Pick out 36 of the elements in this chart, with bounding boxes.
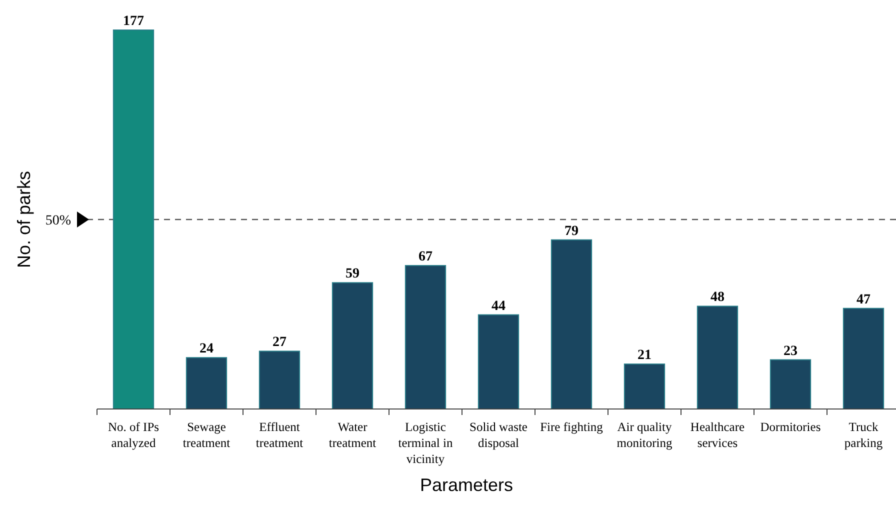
data-label: 67 — [418, 250, 432, 265]
data-label: 79 — [564, 224, 578, 239]
x-axis-title: Parameters — [420, 475, 514, 495]
data-label: 27 — [272, 335, 286, 350]
x-tick-label: Effluent treatment — [256, 420, 304, 450]
bar — [186, 357, 228, 410]
x-tick-label: Fire fighting — [540, 420, 604, 434]
bar — [258, 350, 300, 410]
bar — [404, 265, 446, 410]
data-label: 177 — [123, 14, 144, 29]
bar — [696, 306, 738, 410]
data-label: 48 — [710, 290, 724, 306]
bar — [478, 314, 520, 410]
x-tick-label: Sewage treatment — [182, 420, 231, 450]
data-label: 23 — [784, 344, 798, 359]
bar — [550, 239, 592, 410]
y-axis-title: No. of parks — [14, 170, 34, 268]
bar — [332, 282, 374, 410]
bar — [624, 364, 666, 410]
bar — [112, 30, 154, 410]
x-tick-label: Healthcare services — [690, 420, 746, 450]
data-label: 47 — [856, 292, 870, 308]
x-tick-label: Dormitories — [760, 420, 821, 434]
text: 50% — [45, 214, 72, 228]
data-label: 21 — [638, 348, 652, 364]
bar — [770, 359, 812, 410]
bar — [842, 308, 884, 410]
x-tick-label: Truck parking — [844, 420, 884, 450]
data-label: 24 — [200, 342, 214, 357]
x-tick-label: No. of IPs analyzed — [108, 420, 160, 450]
data-label: 44 — [492, 298, 506, 314]
data-label: 59 — [346, 266, 360, 282]
x-tick-label: Air quality monitoring — [616, 420, 674, 450]
x-tick-label: Logistic terminal in vicinity — [398, 420, 454, 466]
x-tick-label: Solid waste disposal — [470, 420, 528, 450]
x-tick-label: Water treatment — [328, 420, 377, 450]
